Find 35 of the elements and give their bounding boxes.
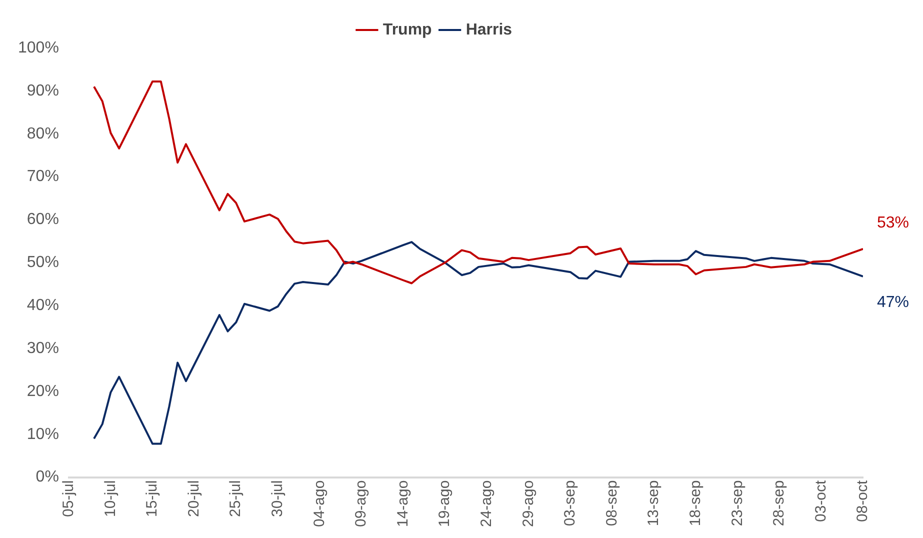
data-label: 47%	[877, 294, 910, 311]
legend-label: Harris	[466, 21, 512, 38]
x-tick-label: 09-ago	[352, 480, 370, 528]
x-tick-label: 08-sep	[603, 480, 620, 526]
x-tick-label: 24-ago	[478, 480, 495, 528]
legend-label: Trump	[382, 21, 432, 38]
x-tick-label: 14-ago	[394, 480, 412, 528]
y-tick-label: 90%	[26, 82, 59, 100]
x-tick-label: 19-ago	[436, 480, 454, 528]
x-tick-label: 29-ago	[520, 480, 537, 528]
x-tick-label: 05-jul	[60, 480, 78, 517]
x-tick-label: 10-jul	[102, 480, 119, 517]
y-tick-label: 100%	[18, 39, 59, 56]
x-tick-label: 04-ago	[310, 480, 328, 528]
y-tick-label: 20%	[26, 382, 59, 400]
x-tick-label: 20-jul	[185, 480, 202, 517]
x-tick-label: 03-sep	[562, 480, 579, 526]
x-tick-label: 30-jul	[269, 480, 286, 517]
y-tick-label: 40%	[26, 296, 59, 314]
x-tick-label: 08-oct	[854, 479, 872, 522]
data-label: 53%	[877, 214, 910, 232]
x-tick-label: 25-jul	[227, 480, 244, 517]
y-tick-label: 0%	[36, 468, 59, 486]
x-tick-label: 18-sep	[686, 480, 704, 526]
y-tick-label: 70%	[26, 168, 59, 186]
x-tick-label: 23-sep	[728, 480, 746, 526]
y-tick-label: 50%	[26, 254, 59, 272]
y-tick-label: 10%	[26, 426, 59, 443]
y-tick-label: 30%	[26, 340, 59, 357]
x-tick-label: 28-sep	[770, 480, 788, 526]
y-tick-label: 60%	[26, 211, 59, 228]
x-tick-label: 15-jul	[144, 480, 161, 517]
x-tick-label: 03-oct	[812, 479, 830, 522]
x-tick-label: 13-sep	[645, 480, 662, 526]
y-tick-label: 80%	[26, 125, 59, 142]
